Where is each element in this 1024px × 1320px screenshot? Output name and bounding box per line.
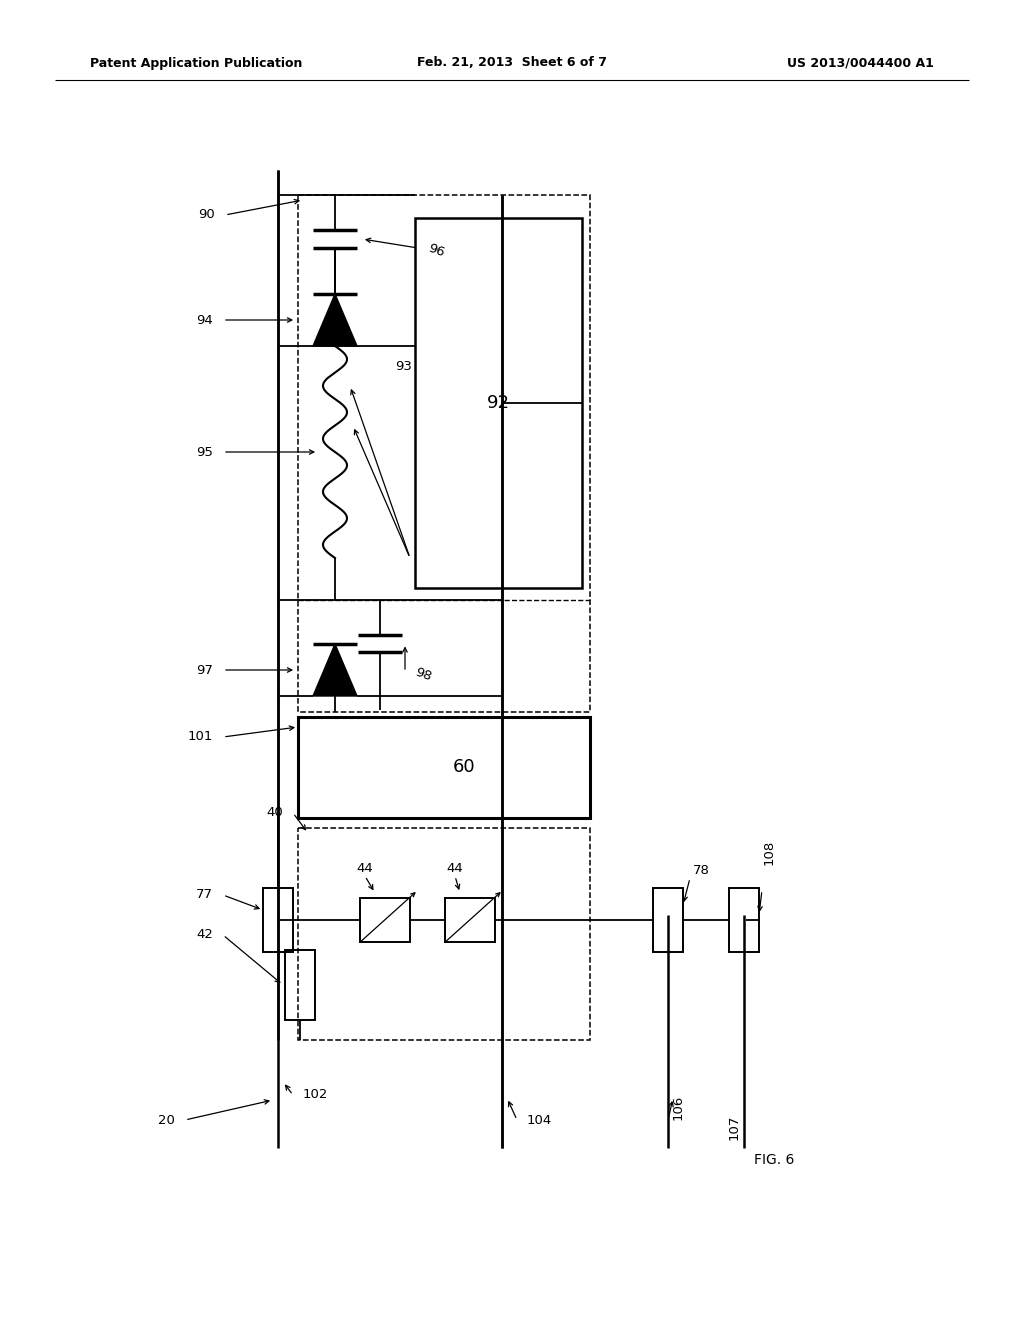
Text: Feb. 21, 2013  Sheet 6 of 7: Feb. 21, 2013 Sheet 6 of 7 xyxy=(417,57,607,70)
Text: US 2013/0044400 A1: US 2013/0044400 A1 xyxy=(787,57,934,70)
Bar xyxy=(415,218,582,587)
Text: 92: 92 xyxy=(487,393,510,412)
Text: 104: 104 xyxy=(527,1114,552,1126)
Text: 60: 60 xyxy=(453,759,475,776)
Text: 97: 97 xyxy=(197,664,213,676)
Text: 44: 44 xyxy=(446,862,464,874)
Polygon shape xyxy=(313,294,357,346)
Text: 107: 107 xyxy=(727,1114,740,1140)
Bar xyxy=(298,195,590,711)
Text: 102: 102 xyxy=(303,1089,329,1101)
Bar xyxy=(298,717,590,818)
Text: 20: 20 xyxy=(158,1114,175,1126)
Text: 78: 78 xyxy=(693,863,710,876)
Text: 98: 98 xyxy=(413,665,433,684)
Bar xyxy=(653,888,683,952)
Bar xyxy=(445,898,495,942)
Polygon shape xyxy=(313,644,357,696)
Text: 42: 42 xyxy=(197,928,213,941)
Text: 96: 96 xyxy=(426,242,446,260)
Text: 94: 94 xyxy=(197,314,213,326)
Text: 106: 106 xyxy=(672,1094,684,1119)
Text: 44: 44 xyxy=(356,862,374,874)
Text: 90: 90 xyxy=(199,209,215,222)
Text: 95: 95 xyxy=(197,446,213,458)
Bar xyxy=(729,888,759,952)
Text: 108: 108 xyxy=(763,840,775,865)
Text: 101: 101 xyxy=(187,730,213,743)
Text: Patent Application Publication: Patent Application Publication xyxy=(90,57,302,70)
Text: 40: 40 xyxy=(266,807,283,820)
Bar xyxy=(360,898,410,942)
Text: FIG. 6: FIG. 6 xyxy=(754,1152,795,1167)
Text: 93: 93 xyxy=(395,359,412,372)
Text: 77: 77 xyxy=(196,888,213,902)
Bar xyxy=(298,828,590,1040)
Bar xyxy=(285,950,315,1020)
Bar xyxy=(263,888,293,952)
